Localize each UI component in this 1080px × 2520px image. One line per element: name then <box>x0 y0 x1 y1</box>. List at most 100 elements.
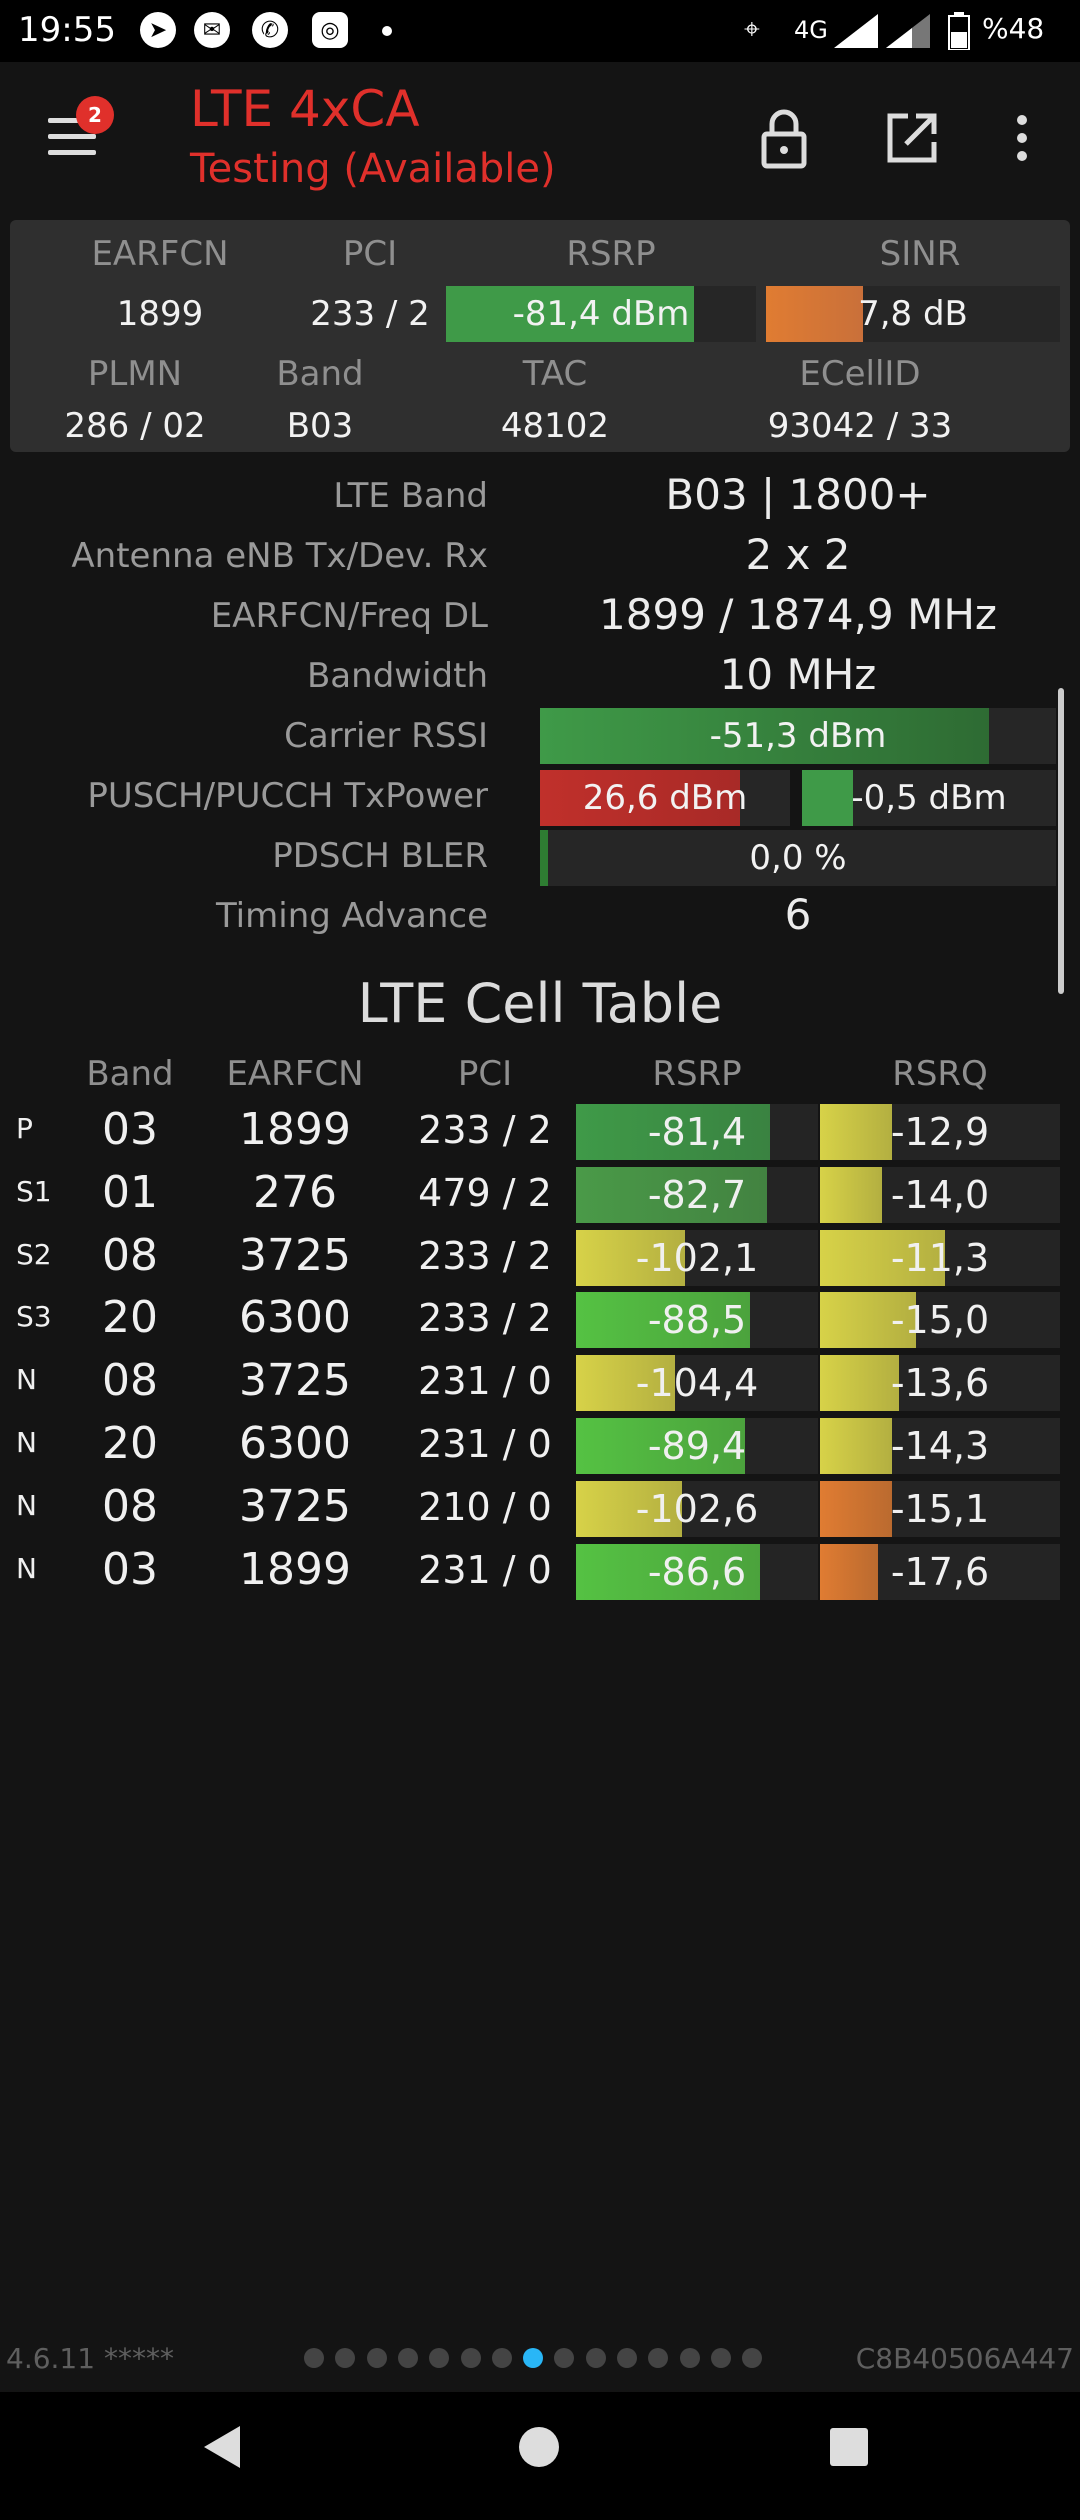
plmn-label: PLMN <box>87 354 183 394</box>
cell-rsrp-fill <box>576 1355 676 1412</box>
cell-rsrq: -14,3 <box>890 1424 990 1468</box>
cell-earfcn: 6300 <box>239 1418 351 1469</box>
cell-rsrq-fill <box>820 1543 878 1600</box>
cell-rsrq-bar: -12,9 <box>820 1104 1060 1160</box>
open-external-icon[interactable] <box>876 102 948 174</box>
summary-panel: EARFCN PCI RSRP SINR 1899 233 / 2 -81,4 … <box>10 220 1070 452</box>
page-dot[interactable] <box>617 2348 637 2368</box>
cell-rsrq-bar: -14,3 <box>820 1418 1060 1474</box>
page-dot[interactable] <box>679 2348 700 2368</box>
header-rsrq: RSRQ <box>892 1054 988 1094</box>
menu-button[interactable] <box>44 116 100 160</box>
page-dot[interactable] <box>554 2348 575 2368</box>
cell-rsrq: -14,0 <box>890 1172 990 1217</box>
cell-rsrp-fill <box>576 1166 768 1223</box>
page-dot[interactable] <box>648 2348 669 2368</box>
cell-pci: 479 / 2 <box>418 1170 552 1215</box>
band-value: B03 <box>286 406 354 446</box>
lock-icon[interactable] <box>748 102 820 174</box>
earfcn-freq-value: 1899 / 1874,9 MHz <box>599 590 997 639</box>
more-options-icon[interactable] <box>986 102 1046 174</box>
cell-rsrp-fill <box>576 1229 685 1286</box>
cell-rsrp-bar: -81,4 <box>576 1104 818 1160</box>
app-title: LTE 4xCA <box>190 80 420 138</box>
recents-icon[interactable] <box>826 2424 872 2470</box>
cell-rsrq-bar: -14,0 <box>820 1166 1060 1223</box>
rssi-bar-fill <box>540 708 989 764</box>
notification-badge: 2 <box>76 96 114 134</box>
details-scrollbar[interactable] <box>1058 688 1064 994</box>
table-row: P 03 1899 233 / 2 -81,4 -12,9 <box>0 1100 1080 1162</box>
table-row: S2 08 3725 233 / 2 -102,1 -11,3 <box>0 1226 1080 1288</box>
cell-band: 01 <box>102 1166 158 1218</box>
navigation-bar <box>0 2392 1080 2520</box>
bandwidth-label: Bandwidth <box>306 656 488 696</box>
plmn-value: 286 / 02 <box>64 406 206 446</box>
antenna-label: Antenna eNB Tx/Dev. Rx <box>71 536 488 576</box>
antenna-value: 2 x 2 <box>745 530 851 579</box>
cell-type: N <box>16 1551 37 1585</box>
cell-rsrp-bar: -104,4 <box>576 1355 818 1412</box>
cell-earfcn: 1899 <box>239 1543 351 1595</box>
cell-earfcn: 6300 <box>239 1292 351 1344</box>
cell-rsrq-fill <box>820 1355 900 1412</box>
pci-value: 233 / 2 <box>310 294 430 334</box>
cell-rsrp: -82,7 <box>647 1172 747 1217</box>
cell-rsrp: -88,5 <box>647 1298 747 1343</box>
rsrp-bar-fill <box>446 286 694 342</box>
cell-rsrq-fill <box>820 1292 916 1349</box>
page-dot[interactable] <box>460 2348 481 2368</box>
cell-pci: 233 / 2 <box>418 1233 552 1278</box>
page-dot[interactable] <box>335 2348 356 2368</box>
cell-earfcn: 3725 <box>239 1480 351 1532</box>
cell-rsrq: -15,1 <box>890 1486 990 1531</box>
cell-type: N <box>16 1363 37 1397</box>
page-dot[interactable] <box>742 2348 763 2368</box>
table-row: N 08 3725 231 / 0 -104,4 -13,6 <box>0 1351 1080 1413</box>
earfcn-value: 1899 <box>116 294 204 334</box>
cell-rsrp-bar: -102,6 <box>576 1480 818 1537</box>
pusch-bar: 26,6 dBm <box>540 770 790 826</box>
back-icon[interactable] <box>196 2422 246 2472</box>
tac-label: TAC <box>522 354 588 394</box>
earfcn-label: EARFCN <box>91 234 229 274</box>
txpower-label: PUSCH/PUCCH TxPower <box>87 776 488 816</box>
chat-icon: ✉ <box>194 12 230 48</box>
cell-rsrq-bar: -11,3 <box>820 1229 1060 1286</box>
page-dot[interactable] <box>366 2348 387 2368</box>
page-dot[interactable] <box>710 2348 731 2368</box>
status-time: 19:55 <box>18 10 116 50</box>
cell-type: S1 <box>16 1174 52 1208</box>
cell-pci: 233 / 2 <box>418 1108 552 1152</box>
signal-icon <box>834 14 878 48</box>
page-dot[interactable] <box>397 2348 418 2368</box>
cell-rsrp-bar: -89,4 <box>576 1418 818 1474</box>
cell-pci: 231 / 0 <box>418 1547 552 1592</box>
page-dot[interactable] <box>523 2348 544 2368</box>
cell-type: S2 <box>16 1237 52 1271</box>
header-earfcn: EARFCN <box>226 1054 364 1094</box>
cell-rsrq: -15,0 <box>890 1298 990 1343</box>
page-dot[interactable] <box>429 2348 450 2368</box>
cell-type: N <box>16 1426 37 1459</box>
page-dot[interactable] <box>585 2348 606 2368</box>
tac-value: 48102 <box>500 406 610 446</box>
cell-rsrq: -11,3 <box>890 1235 990 1280</box>
battery-icon <box>948 12 970 50</box>
pusch-value: 26,6 dBm <box>582 778 748 818</box>
page-dot[interactable] <box>491 2348 512 2368</box>
cell-rsrp-bar: -82,7 <box>576 1166 818 1223</box>
cell-rsrp-bar: -88,5 <box>576 1292 818 1349</box>
pucch-bar: -0,5 dBm <box>802 770 1056 826</box>
cell-rsrp-bar: -102,1 <box>576 1229 818 1286</box>
rsrp-value: -81,4 dBm <box>512 294 690 334</box>
cell-band: 08 <box>102 1355 158 1407</box>
cell-rsrq-bar: -13,6 <box>820 1355 1060 1412</box>
cell-rsrp: -89,4 <box>647 1424 747 1468</box>
home-icon[interactable] <box>514 2422 564 2472</box>
page-dot[interactable] <box>304 2348 324 2368</box>
cell-pci: 210 / 0 <box>418 1484 552 1529</box>
sinr-bar-fill <box>766 286 864 342</box>
cell-rsrp: -81,4 <box>647 1110 747 1154</box>
network-type: 4G <box>794 16 828 44</box>
